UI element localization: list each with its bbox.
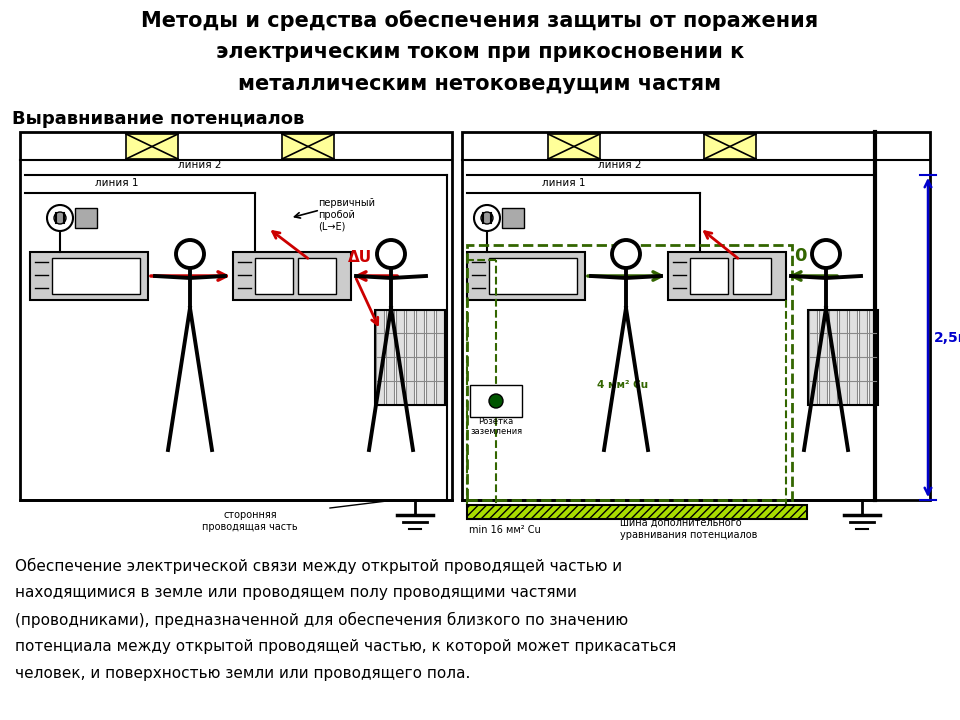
Bar bbox=[416, 310, 424, 405]
Bar bbox=[298, 258, 336, 294]
Bar bbox=[20, 132, 452, 500]
Bar bbox=[548, 134, 600, 159]
Text: электрическим током при прикосновении к: электрическим током при прикосновении к bbox=[216, 42, 744, 62]
Circle shape bbox=[176, 240, 204, 268]
Text: (проводниками), предназначенной для обеспечения близкого по значению: (проводниками), предназначенной для обес… bbox=[15, 612, 628, 628]
Bar bbox=[462, 132, 930, 500]
Text: металлическим нетоковедущим частям: металлическим нетоковедущим частям bbox=[238, 74, 722, 94]
Bar bbox=[467, 252, 585, 300]
Circle shape bbox=[47, 205, 73, 231]
Text: min 16 мм² Cu: min 16 мм² Cu bbox=[469, 525, 540, 535]
Bar bbox=[375, 310, 445, 405]
Circle shape bbox=[54, 212, 66, 224]
Text: Выравнивание потенциалов: Выравнивание потенциалов bbox=[12, 110, 304, 128]
Bar bbox=[255, 258, 293, 294]
Circle shape bbox=[474, 205, 500, 231]
Text: потенциала между открытой проводящей частью, к которой может прикасаться: потенциала между открытой проводящей час… bbox=[15, 639, 676, 654]
Bar bbox=[819, 310, 827, 405]
Bar bbox=[467, 245, 792, 500]
Bar bbox=[282, 134, 334, 159]
Text: шина дополнительного
уравнивания потенциалов: шина дополнительного уравнивания потенци… bbox=[620, 518, 757, 539]
Text: Обеспечение электрической связи между открытой проводящей частью и: Обеспечение электрической связи между от… bbox=[15, 558, 622, 574]
Bar bbox=[849, 310, 857, 405]
Text: линия 1: линия 1 bbox=[95, 178, 138, 188]
Bar bbox=[426, 310, 434, 405]
Text: сторонняя
проводящая часть: сторонняя проводящая часть bbox=[203, 510, 298, 531]
Bar bbox=[808, 310, 878, 405]
Bar bbox=[690, 258, 728, 294]
Bar bbox=[30, 252, 148, 300]
Bar bbox=[436, 310, 444, 405]
Bar bbox=[467, 505, 807, 519]
Text: 0: 0 bbox=[620, 247, 633, 265]
Bar bbox=[406, 310, 414, 405]
Circle shape bbox=[377, 240, 405, 268]
Text: Методы и средства обеспечения защиты от поражения: Методы и средства обеспечения защиты от … bbox=[141, 10, 819, 31]
Bar bbox=[75, 208, 97, 228]
Text: линия 2: линия 2 bbox=[598, 160, 641, 170]
Text: находящимися в земле или проводящем полу проводящими частями: находящимися в земле или проводящем полу… bbox=[15, 585, 577, 600]
Bar bbox=[704, 134, 756, 159]
Text: линия 2: линия 2 bbox=[179, 160, 222, 170]
Bar bbox=[502, 208, 524, 228]
Bar bbox=[376, 310, 384, 405]
Bar bbox=[233, 252, 351, 300]
Text: 0: 0 bbox=[794, 247, 806, 265]
Bar bbox=[396, 310, 404, 405]
Text: 4 мм² Cu: 4 мм² Cu bbox=[597, 380, 648, 390]
Bar bbox=[470, 385, 522, 417]
Bar bbox=[839, 310, 847, 405]
Circle shape bbox=[489, 394, 503, 408]
Bar bbox=[733, 258, 771, 294]
Text: Розетка
заземления: Розетка заземления bbox=[470, 417, 522, 436]
Text: человек, и поверхностью земли или проводящего пола.: человек, и поверхностью земли или провод… bbox=[15, 666, 470, 681]
Circle shape bbox=[612, 240, 640, 268]
Bar bbox=[52, 258, 140, 294]
Bar bbox=[859, 310, 867, 405]
Circle shape bbox=[812, 240, 840, 268]
Text: ΔU: ΔU bbox=[348, 250, 372, 265]
Bar bbox=[829, 310, 837, 405]
Bar bbox=[126, 134, 178, 159]
Text: линия 1: линия 1 bbox=[542, 178, 586, 188]
Bar bbox=[809, 310, 817, 405]
Text: 2,5м: 2,5м bbox=[934, 331, 960, 345]
Circle shape bbox=[481, 212, 493, 224]
Text: первичный
пробой
(L→E): первичный пробой (L→E) bbox=[318, 198, 375, 231]
Bar bbox=[869, 310, 877, 405]
Bar bbox=[489, 258, 577, 294]
Bar bbox=[668, 252, 786, 300]
Text: ΔU: ΔU bbox=[179, 250, 203, 265]
Bar bbox=[386, 310, 394, 405]
